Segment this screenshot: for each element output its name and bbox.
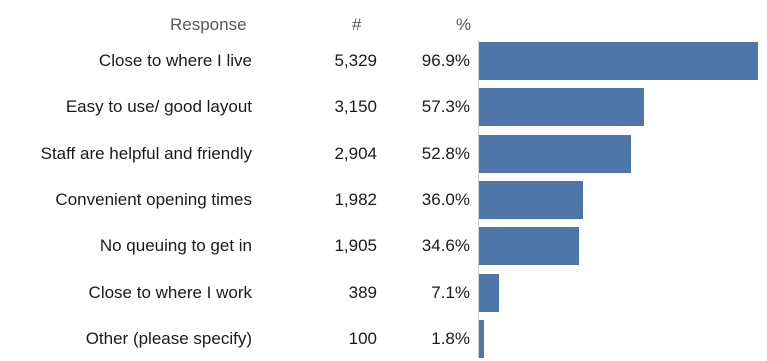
percent-label: 52.8% — [421, 143, 470, 163]
bar — [479, 273, 499, 312]
header-count: # — [352, 15, 362, 34]
percent-label: 7.1% — [431, 282, 470, 302]
bar — [479, 319, 484, 358]
header-response: Response — [170, 15, 247, 34]
axis-line — [478, 40, 479, 358]
category-label: Close to where I live — [98, 51, 252, 70]
count-label: 2,904 — [334, 143, 377, 163]
category-label: Close to where I work — [88, 282, 252, 302]
bar — [479, 227, 579, 266]
percent-label: 57.3% — [421, 97, 470, 117]
count-label: 5,329 — [334, 51, 377, 70]
bar — [479, 88, 644, 127]
category-label: No queuing to get in — [99, 236, 252, 256]
bar — [479, 42, 758, 80]
category-label: Convenient opening times — [55, 189, 252, 209]
percent-label: 34.6% — [421, 236, 470, 256]
category-label: Staff are helpful and friendly — [40, 143, 252, 163]
bar — [479, 180, 583, 219]
count-label: 1,905 — [334, 236, 377, 256]
count-label: 389 — [348, 282, 377, 302]
bar — [479, 134, 631, 173]
category-label: Other (please specify) — [85, 328, 252, 348]
count-label: 3,150 — [334, 97, 377, 117]
percent-label: 1.8% — [431, 328, 470, 348]
percent-label: 36.0% — [421, 189, 470, 209]
count-label: 1,982 — [334, 189, 377, 209]
percent-label: 96.9% — [421, 51, 470, 70]
count-label: 100 — [348, 328, 377, 348]
header-percent: % — [456, 15, 472, 34]
category-label: Easy to use/ good layout — [65, 97, 252, 117]
